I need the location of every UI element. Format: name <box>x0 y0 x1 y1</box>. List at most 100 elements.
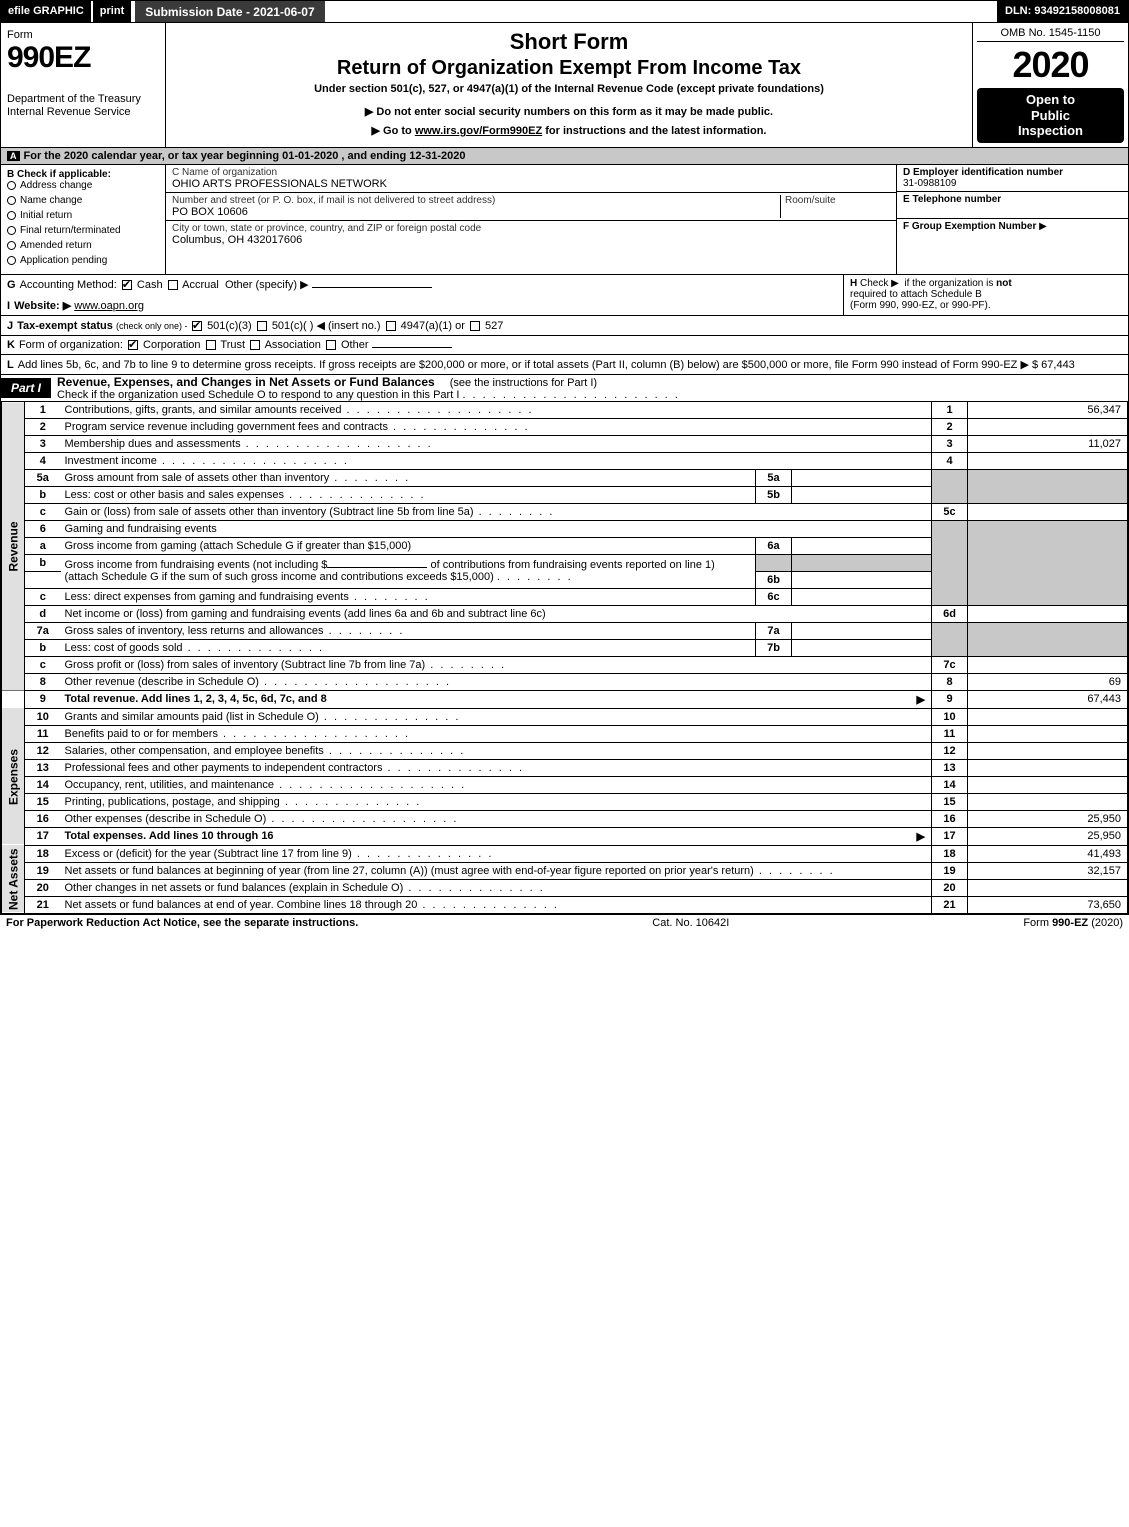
ln-7b-desc: Less: cost of goods sold <box>65 642 325 654</box>
shade-6b-v <box>792 554 932 571</box>
B-initial-return[interactable]: Initial return <box>7 210 159 221</box>
K-o2: Trust <box>220 339 245 351</box>
ln-7b-sn: 7b <box>756 639 792 656</box>
D-row: D Employer identification number 31-0988… <box>897 165 1128 192</box>
G-row: GAccounting Method: Cash Accrual Other (… <box>1 275 843 315</box>
ln-10-num: 10 <box>25 708 61 725</box>
ln-3-desc: Membership dues and assessments <box>65 438 433 450</box>
ln-9-rn: 9 <box>932 690 968 708</box>
ln-19-num: 19 <box>25 862 61 879</box>
B-item-4: Amended return <box>20 240 92 251</box>
ln-21-val: 73,650 <box>968 896 1128 913</box>
ln-20-desc: Other changes in net assets or fund bala… <box>65 882 545 894</box>
K-label: Form of organization: <box>19 339 123 351</box>
B-name-change[interactable]: Name change <box>7 195 159 206</box>
ln-10-val <box>968 708 1128 725</box>
J-501c3-checkbox[interactable] <box>192 321 202 331</box>
ln-1-rn: 1 <box>932 402 968 419</box>
ln-5b-sn: 5b <box>756 486 792 503</box>
ln-8-desc: Other revenue (describe in Schedule O) <box>65 676 452 688</box>
ln-8-val: 69 <box>968 673 1128 690</box>
ln-7c-num: c <box>25 656 61 673</box>
shade-7 <box>932 622 968 656</box>
ln-6d-num: d <box>25 605 61 622</box>
C-city-label: City or town, state or province, country… <box>172 223 890 234</box>
ln-5a-num: 5a <box>25 469 61 486</box>
form-990ez-page: efile GRAPHIC print Submission Date - 20… <box>0 0 1129 915</box>
ln-21-num: 21 <box>25 896 61 913</box>
E-label: E Telephone number <box>903 194 1001 205</box>
ln-13-desc: Professional fees and other payments to … <box>65 762 525 774</box>
ln-5b-sv <box>792 486 932 503</box>
K-other-checkbox[interactable] <box>326 340 336 350</box>
G-accrual-checkbox[interactable] <box>168 280 178 290</box>
ln-4-num: 4 <box>25 452 61 469</box>
line-6: 6 Gaming and fundraising events <box>2 520 1128 537</box>
ln-21-rn: 21 <box>932 896 968 913</box>
print-link[interactable]: print <box>93 1 131 22</box>
B-address-change[interactable]: Address change <box>7 180 159 191</box>
ln-9-val: 67,443 <box>968 690 1128 708</box>
line-7c: c Gross profit or (loss) from sales of i… <box>2 656 1128 673</box>
ln-5a-sv <box>792 469 932 486</box>
ln-19-rn: 19 <box>932 862 968 879</box>
L-text: Add lines 5b, 6c, and 7b to line 9 to de… <box>18 359 1018 371</box>
part1-table: Revenue 1 Contributions, gifts, grants, … <box>1 402 1128 914</box>
ln-6d-rn: 6d <box>932 605 968 622</box>
header-grid: B Check if applicable: Address change Na… <box>1 165 1128 275</box>
submission-date: Submission Date - 2021-06-07 <box>135 1 324 22</box>
B-item-3: Final return/terminated <box>20 225 121 236</box>
topbar-spacer <box>325 1 997 22</box>
B-item-2: Initial return <box>20 210 72 221</box>
ln-11-num: 11 <box>25 725 61 742</box>
I-label: Website: ▶ <box>14 300 71 312</box>
K-corp-checkbox[interactable] <box>128 340 138 350</box>
ln-1-num: 1 <box>25 402 61 419</box>
row-K: KForm of organization: Corporation Trust… <box>1 336 1128 355</box>
line-13: 13 Professional fees and other payments … <box>2 759 1128 776</box>
B-item-5: Application pending <box>20 255 107 266</box>
open-to-public-box: Open to Public Inspection <box>977 88 1124 143</box>
J-4947-checkbox[interactable] <box>386 321 396 331</box>
K-assoc-checkbox[interactable] <box>250 340 260 350</box>
J-501c-checkbox[interactable] <box>257 321 267 331</box>
ln-6b-sn: 6b <box>756 571 792 588</box>
J-o3: 4947(a)(1) or <box>401 320 465 332</box>
shade-6v <box>968 520 1128 605</box>
line-17: 17 Total expenses. Add lines 10 through … <box>2 827 1128 845</box>
B-final-return[interactable]: Final return/terminated <box>7 225 159 236</box>
J-o2: 501(c)( ) <box>272 320 314 332</box>
ln-5c-rn: 5c <box>932 503 968 520</box>
C-city-row: City or town, state or province, country… <box>166 221 896 248</box>
ln-7b-sv <box>792 639 932 656</box>
G-other-blank[interactable] <box>312 287 432 288</box>
ln-5b-num: b <box>25 486 61 503</box>
shade-6 <box>932 520 968 605</box>
ln-5a-desc: Gross amount from sale of assets other t… <box>65 472 411 484</box>
B-application-pending[interactable]: Application pending <box>7 255 159 266</box>
ln-16-desc: Other expenses (describe in Schedule O) <box>65 813 459 825</box>
ln-6b-desc: Gross income from fundraising events (no… <box>61 554 756 588</box>
J-527-checkbox[interactable] <box>470 321 480 331</box>
B-amended-return[interactable]: Amended return <box>7 240 159 251</box>
ln-14-rn: 14 <box>932 776 968 793</box>
website-link[interactable]: www.oapn.org <box>74 300 144 312</box>
part1-title2: (see the instructions for Part I) <box>441 377 597 389</box>
F-label: F Group Exemption Number <box>903 221 1036 232</box>
B-item-1: Name change <box>20 195 82 206</box>
K-o3: Association <box>265 339 321 351</box>
letter-A: A <box>7 151 20 161</box>
K-trust-checkbox[interactable] <box>206 340 216 350</box>
K-other-blank[interactable] <box>372 347 452 348</box>
goto-link[interactable]: www.irs.gov/Form990EZ <box>415 125 542 137</box>
ln-2-rn: 2 <box>932 418 968 435</box>
G-cash-checkbox[interactable] <box>122 280 132 290</box>
efile-graphic-link[interactable]: efile GRAPHIC <box>1 1 91 22</box>
ln-5c-num: c <box>25 503 61 520</box>
ln-6b-sv <box>792 571 932 588</box>
ln-6b-blank[interactable] <box>327 567 427 568</box>
dots-icon <box>497 571 573 583</box>
H-line1: Check ▶ <box>860 278 899 289</box>
B-label: B Check if applicable: <box>7 169 159 180</box>
ln-19-val: 32,157 <box>968 862 1128 879</box>
